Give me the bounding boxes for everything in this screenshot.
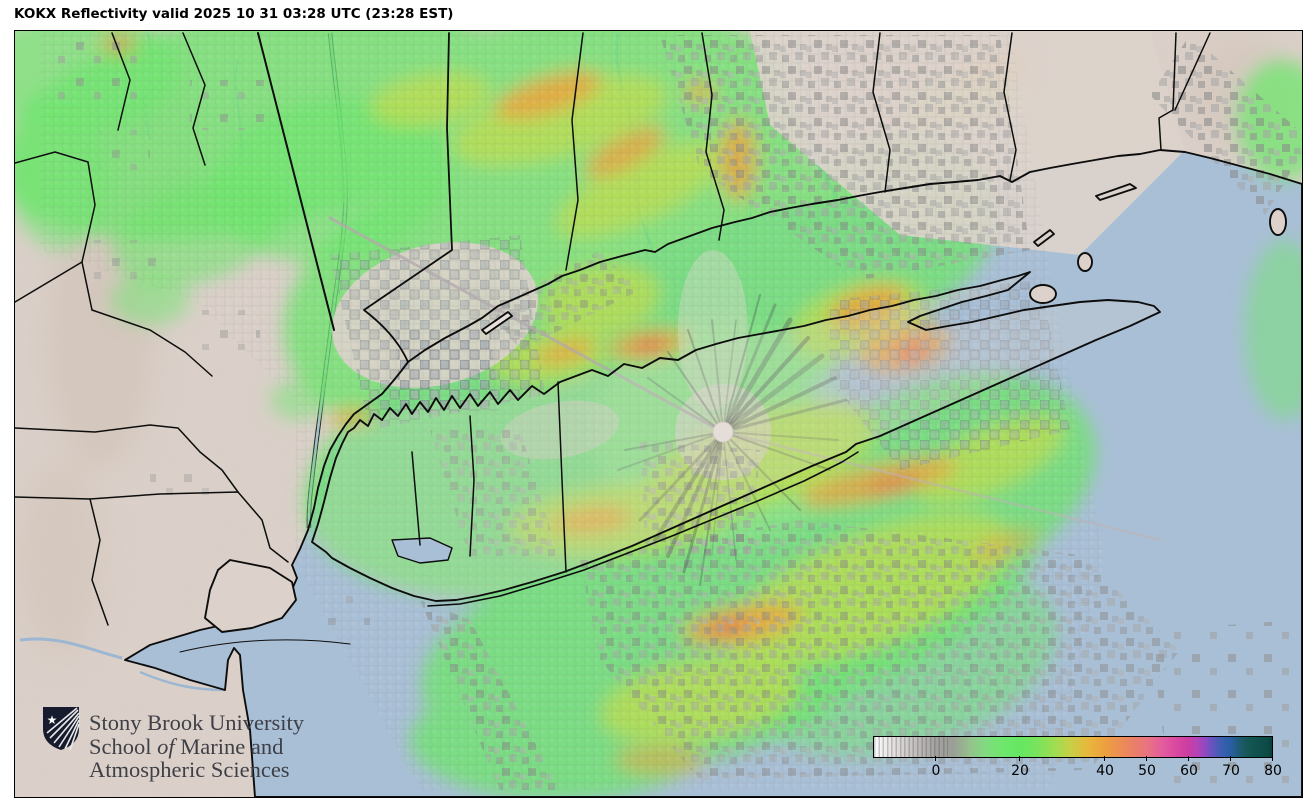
- tick-mark: [1146, 756, 1148, 761]
- reflectivity-colorbar: [873, 736, 1273, 758]
- tick-label-70: 70: [1222, 763, 1240, 779]
- logo-line-2: School of Marine and: [89, 733, 284, 759]
- tick-label-0: 0: [931, 763, 941, 779]
- radar-map-frame: [14, 30, 1303, 798]
- tick-mark: [1019, 756, 1021, 761]
- tick-label-20: 20: [1011, 763, 1029, 779]
- svg-text:★: ★: [47, 713, 58, 727]
- tick-mark: [935, 756, 937, 761]
- stony-brook-shield-icon: ★: [43, 707, 80, 751]
- tick-mark: [1230, 756, 1232, 761]
- tick-label-40: 40: [1096, 763, 1114, 779]
- tick-mark: [1188, 756, 1190, 761]
- tick-label-60: 60: [1180, 763, 1198, 779]
- tick-label-80: 80: [1264, 763, 1282, 779]
- boundary-layer: [15, 32, 1302, 797]
- tick-label-50: 50: [1138, 763, 1156, 779]
- colorbar-lowend-stripes: [874, 737, 948, 757]
- logo-line-1: Stony Brook University: [89, 710, 305, 735]
- tick-mark: [1272, 756, 1274, 761]
- logo-text: Stony Brook University School of Marine …: [89, 711, 304, 782]
- radar-map: [15, 31, 1302, 797]
- tick-mark: [1104, 756, 1106, 761]
- page-title: KOKX Reflectivity valid 2025 10 31 03:28…: [14, 6, 454, 22]
- logo-line-3: Atmospheric Sciences: [89, 757, 290, 782]
- stony-brook-logo: ★ Stony Brook University School of Marin…: [42, 706, 304, 782]
